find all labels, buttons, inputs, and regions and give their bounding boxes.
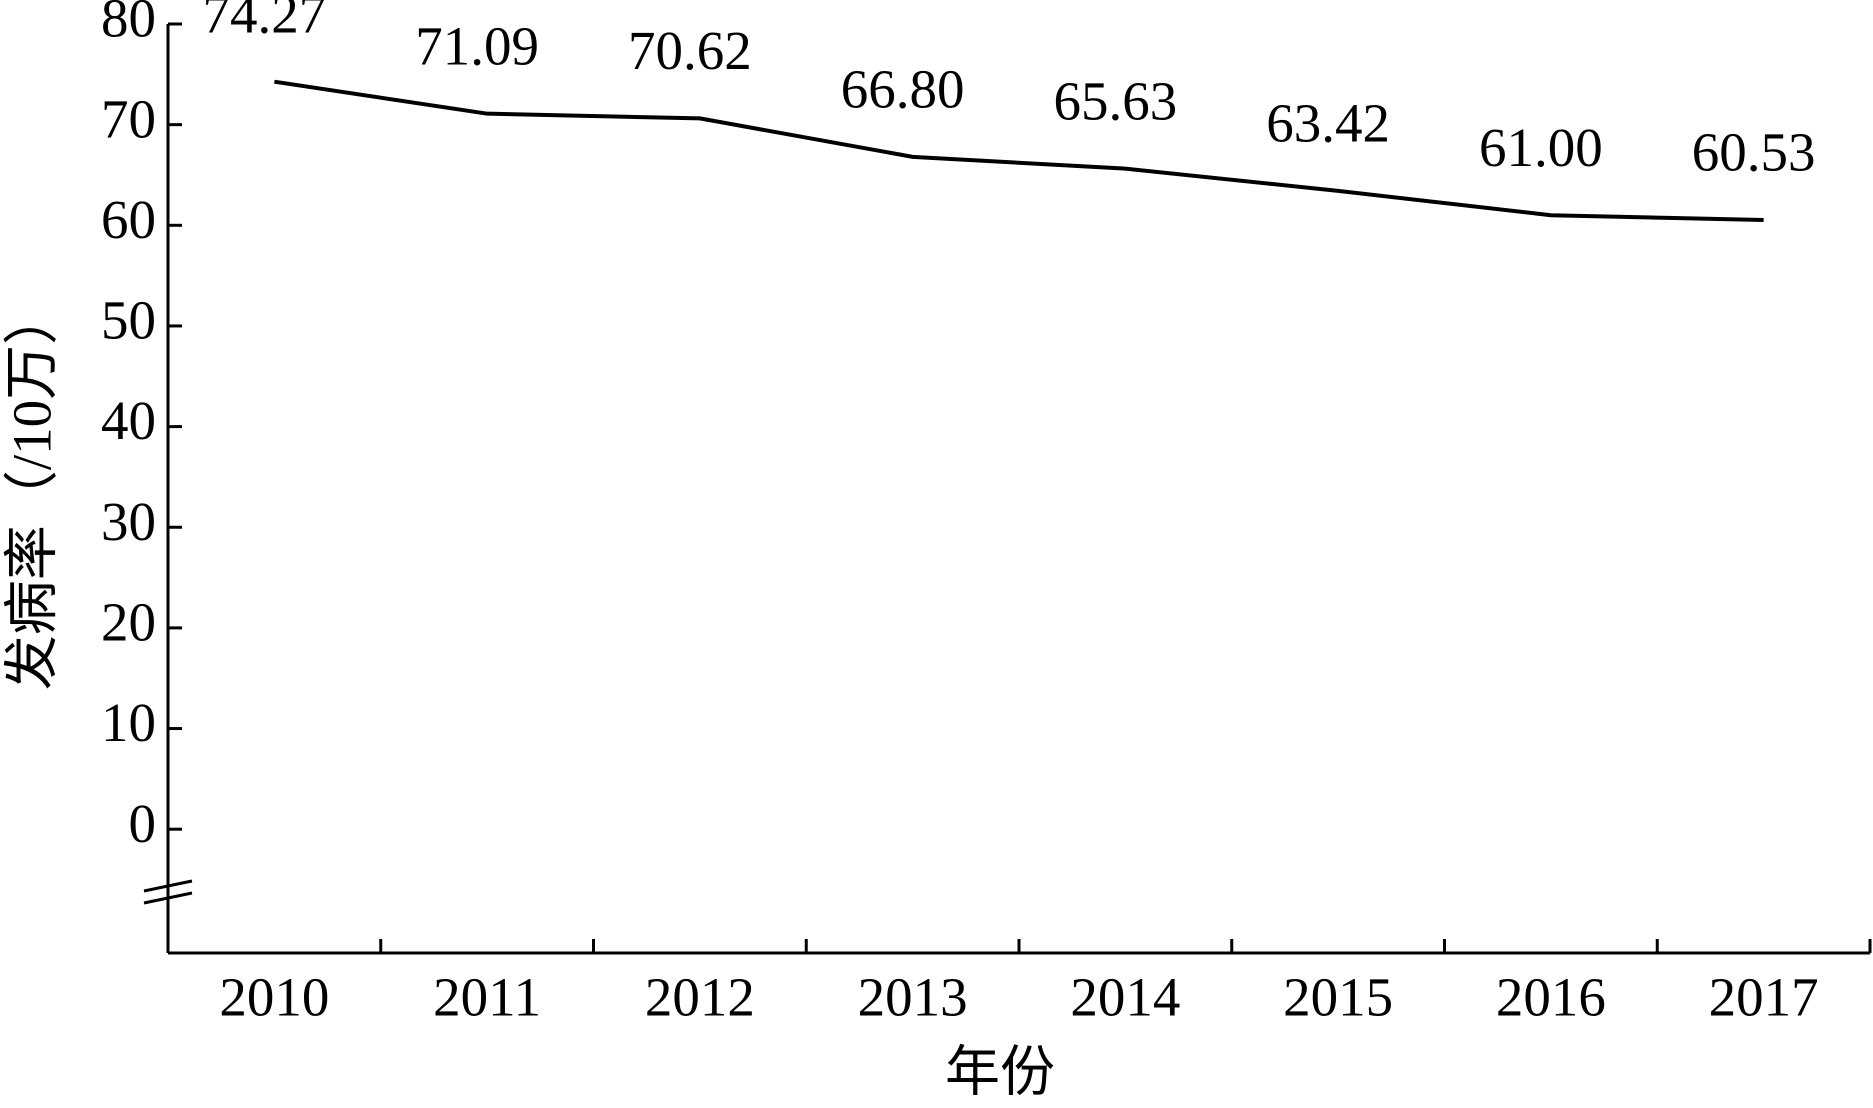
data-label: 61.00 [1479,117,1603,178]
x-tick-label: 2015 [1283,967,1393,1028]
x-tick-label: 2013 [858,967,968,1028]
y-tick-label: 60 [101,189,156,250]
line [274,79,1764,222]
x-tick-label: 2012 [645,967,755,1028]
axis-break [143,891,193,905]
data-label: 63.42 [1266,93,1390,154]
y-tick-label: 40 [101,390,156,451]
data-label: 65.63 [1054,70,1178,131]
y-tick-label: 50 [101,290,156,351]
y-tick-label: 20 [101,592,156,653]
data-label: 70.62 [628,20,752,81]
y-tick-label: 80 [101,0,156,49]
x-tick-label: 2017 [1709,967,1819,1028]
y-tick-label: 70 [101,88,156,149]
x-tick-label: 2010 [219,967,329,1028]
y-tick-label: 10 [101,692,156,753]
y-axis-title: 发病率（/10万） [2,290,63,690]
y-tick-label: 0 [129,793,157,854]
data-label: 74.27 [203,0,327,44]
x-tick-label: 2014 [1070,967,1180,1028]
data-label: 71.09 [415,15,539,76]
x-tick-label: 2016 [1496,967,1606,1028]
x-tick-label: 2011 [433,967,541,1028]
x-axis-title: 年份 [945,1042,1055,1103]
axis-break [143,879,193,893]
y-tick-label: 30 [101,491,156,552]
data-label: 60.53 [1692,122,1816,183]
data-label: 66.80 [841,58,965,119]
